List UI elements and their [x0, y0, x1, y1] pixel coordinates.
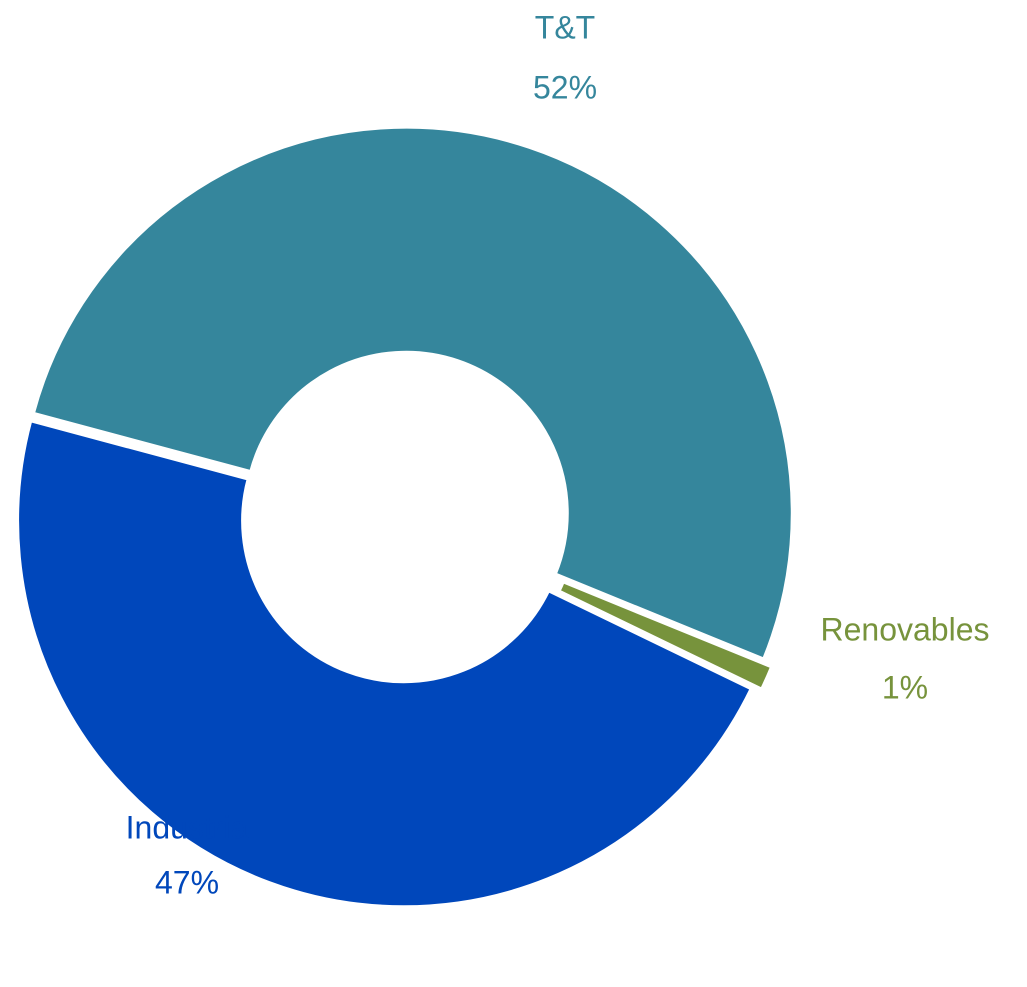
slice-category-label: Renovables [821, 611, 990, 647]
slice-value-label: 52% [533, 69, 597, 105]
slice-value-label: 1% [882, 669, 928, 705]
donut-slice [16, 419, 754, 909]
slice-category-label: T&T [535, 9, 595, 45]
slice-category-label: Industria [126, 809, 249, 845]
slice-value-label: 47% [155, 864, 219, 900]
donut-slice [557, 579, 774, 692]
donut-slice [31, 125, 794, 662]
